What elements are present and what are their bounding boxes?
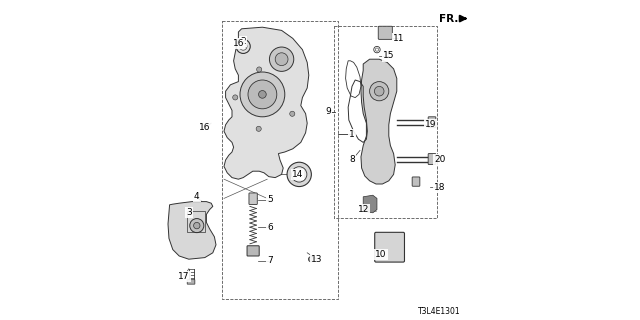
Text: 20: 20 (435, 156, 445, 164)
Circle shape (287, 162, 312, 187)
Text: 4: 4 (194, 192, 200, 201)
Circle shape (194, 222, 200, 229)
Text: 7: 7 (268, 256, 273, 265)
Circle shape (370, 82, 389, 101)
Circle shape (275, 53, 288, 66)
FancyBboxPatch shape (428, 154, 436, 164)
Circle shape (269, 47, 294, 71)
Text: 19: 19 (425, 120, 436, 129)
FancyBboxPatch shape (428, 117, 436, 128)
Text: 6: 6 (268, 223, 273, 232)
Polygon shape (224, 27, 309, 179)
Text: 17: 17 (179, 272, 189, 281)
Polygon shape (361, 59, 397, 184)
Text: 2: 2 (241, 37, 246, 46)
Circle shape (257, 67, 262, 72)
FancyBboxPatch shape (378, 26, 392, 39)
Text: 3: 3 (186, 208, 191, 217)
Text: 8: 8 (349, 156, 355, 164)
Text: 14: 14 (292, 170, 303, 179)
Circle shape (256, 126, 261, 132)
Circle shape (292, 167, 307, 182)
Circle shape (290, 111, 295, 116)
Circle shape (259, 91, 266, 98)
FancyBboxPatch shape (187, 280, 195, 284)
FancyBboxPatch shape (412, 177, 420, 186)
Text: 9: 9 (325, 108, 331, 116)
Circle shape (248, 80, 276, 109)
Text: 10: 10 (375, 250, 387, 259)
FancyBboxPatch shape (247, 246, 259, 256)
Circle shape (233, 95, 238, 100)
Text: 18: 18 (435, 183, 445, 192)
FancyBboxPatch shape (249, 193, 257, 204)
Text: 1: 1 (349, 130, 355, 139)
Text: T3L4E1301: T3L4E1301 (418, 307, 461, 316)
Circle shape (189, 219, 204, 233)
Text: 16: 16 (199, 124, 211, 132)
Text: 15: 15 (383, 52, 394, 60)
Circle shape (308, 257, 314, 262)
FancyBboxPatch shape (375, 232, 404, 262)
Polygon shape (364, 195, 377, 213)
Text: 12: 12 (358, 205, 369, 214)
Text: FR.: FR. (439, 13, 458, 24)
Circle shape (240, 72, 285, 117)
Text: 5: 5 (268, 196, 273, 204)
Text: 13: 13 (311, 255, 323, 264)
Polygon shape (168, 202, 216, 259)
Text: 11: 11 (393, 34, 404, 43)
Text: 16: 16 (233, 39, 244, 48)
Circle shape (374, 86, 384, 96)
